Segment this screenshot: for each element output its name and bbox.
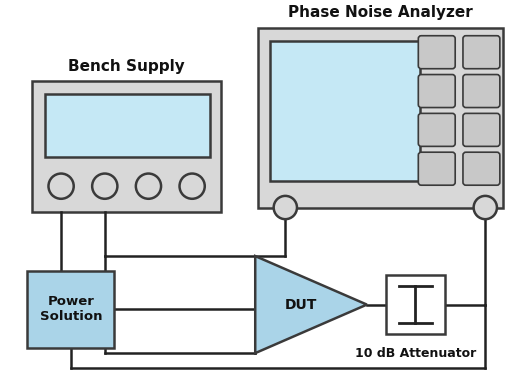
Bar [258,28,503,208]
Text: Phase Noise Analyzer: Phase Noise Analyzer [288,5,473,20]
Bar [27,271,115,348]
FancyBboxPatch shape [418,152,455,185]
Polygon shape [255,256,367,353]
Circle shape [92,174,117,199]
Text: Power
Solution: Power Solution [39,295,102,323]
Circle shape [48,174,74,199]
FancyBboxPatch shape [463,36,500,69]
Text: DUT: DUT [285,298,318,312]
FancyBboxPatch shape [463,113,500,146]
Circle shape [274,196,297,219]
Circle shape [136,174,161,199]
Bar [386,276,444,334]
FancyBboxPatch shape [418,113,455,146]
Text: 10 dB Attenuator: 10 dB Attenuator [355,347,476,360]
FancyBboxPatch shape [463,74,500,108]
Circle shape [179,174,205,199]
FancyBboxPatch shape [418,74,455,108]
Bar [45,94,210,157]
Bar [32,81,221,212]
Circle shape [473,196,497,219]
FancyBboxPatch shape [418,36,455,69]
FancyBboxPatch shape [463,152,500,185]
Text: Bench Supply: Bench Supply [68,59,185,74]
Bar [270,41,420,181]
